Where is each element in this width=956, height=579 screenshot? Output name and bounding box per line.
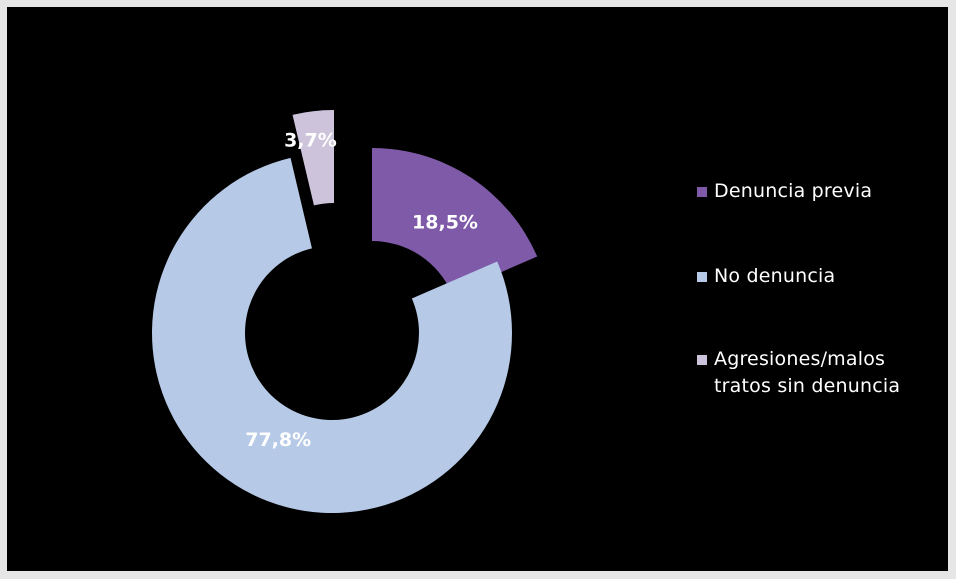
- chart-area: 18,5% 77,8% 3,7% Denuncia previa No denunc…: [7, 7, 948, 571]
- legend-label: Denuncia previa: [714, 180, 873, 202]
- data-label: 77,8%: [245, 429, 311, 451]
- legend-label: Agresiones/malos tratos sin denuncia: [714, 348, 901, 397]
- legend-swatch: [697, 187, 707, 197]
- legend-label: No denuncia: [714, 265, 836, 287]
- legend-swatch: [697, 355, 707, 365]
- legend-item-denuncia-previa: Denuncia previa: [697, 178, 937, 205]
- legend-item-agresiones-malos-tratos: Agresiones/malos tratos sin denuncia: [697, 346, 927, 400]
- slices-group: [151, 110, 538, 514]
- legend-swatch: [697, 272, 707, 282]
- data-label: 18,5%: [412, 211, 478, 233]
- slice-no-denuncia: [151, 157, 512, 514]
- donut-chart: 18,5% 77,8% 3,7%: [151, 110, 538, 514]
- data-labels-group: 18,5% 77,8% 3,7%: [245, 130, 478, 451]
- slice-agresiones-malos-tratos-sin-denuncia: [292, 110, 334, 206]
- legend-item-no-denuncia: No denuncia: [697, 263, 937, 290]
- data-label: 3,7%: [284, 130, 337, 152]
- slice-denuncia-previa: [372, 148, 538, 294]
